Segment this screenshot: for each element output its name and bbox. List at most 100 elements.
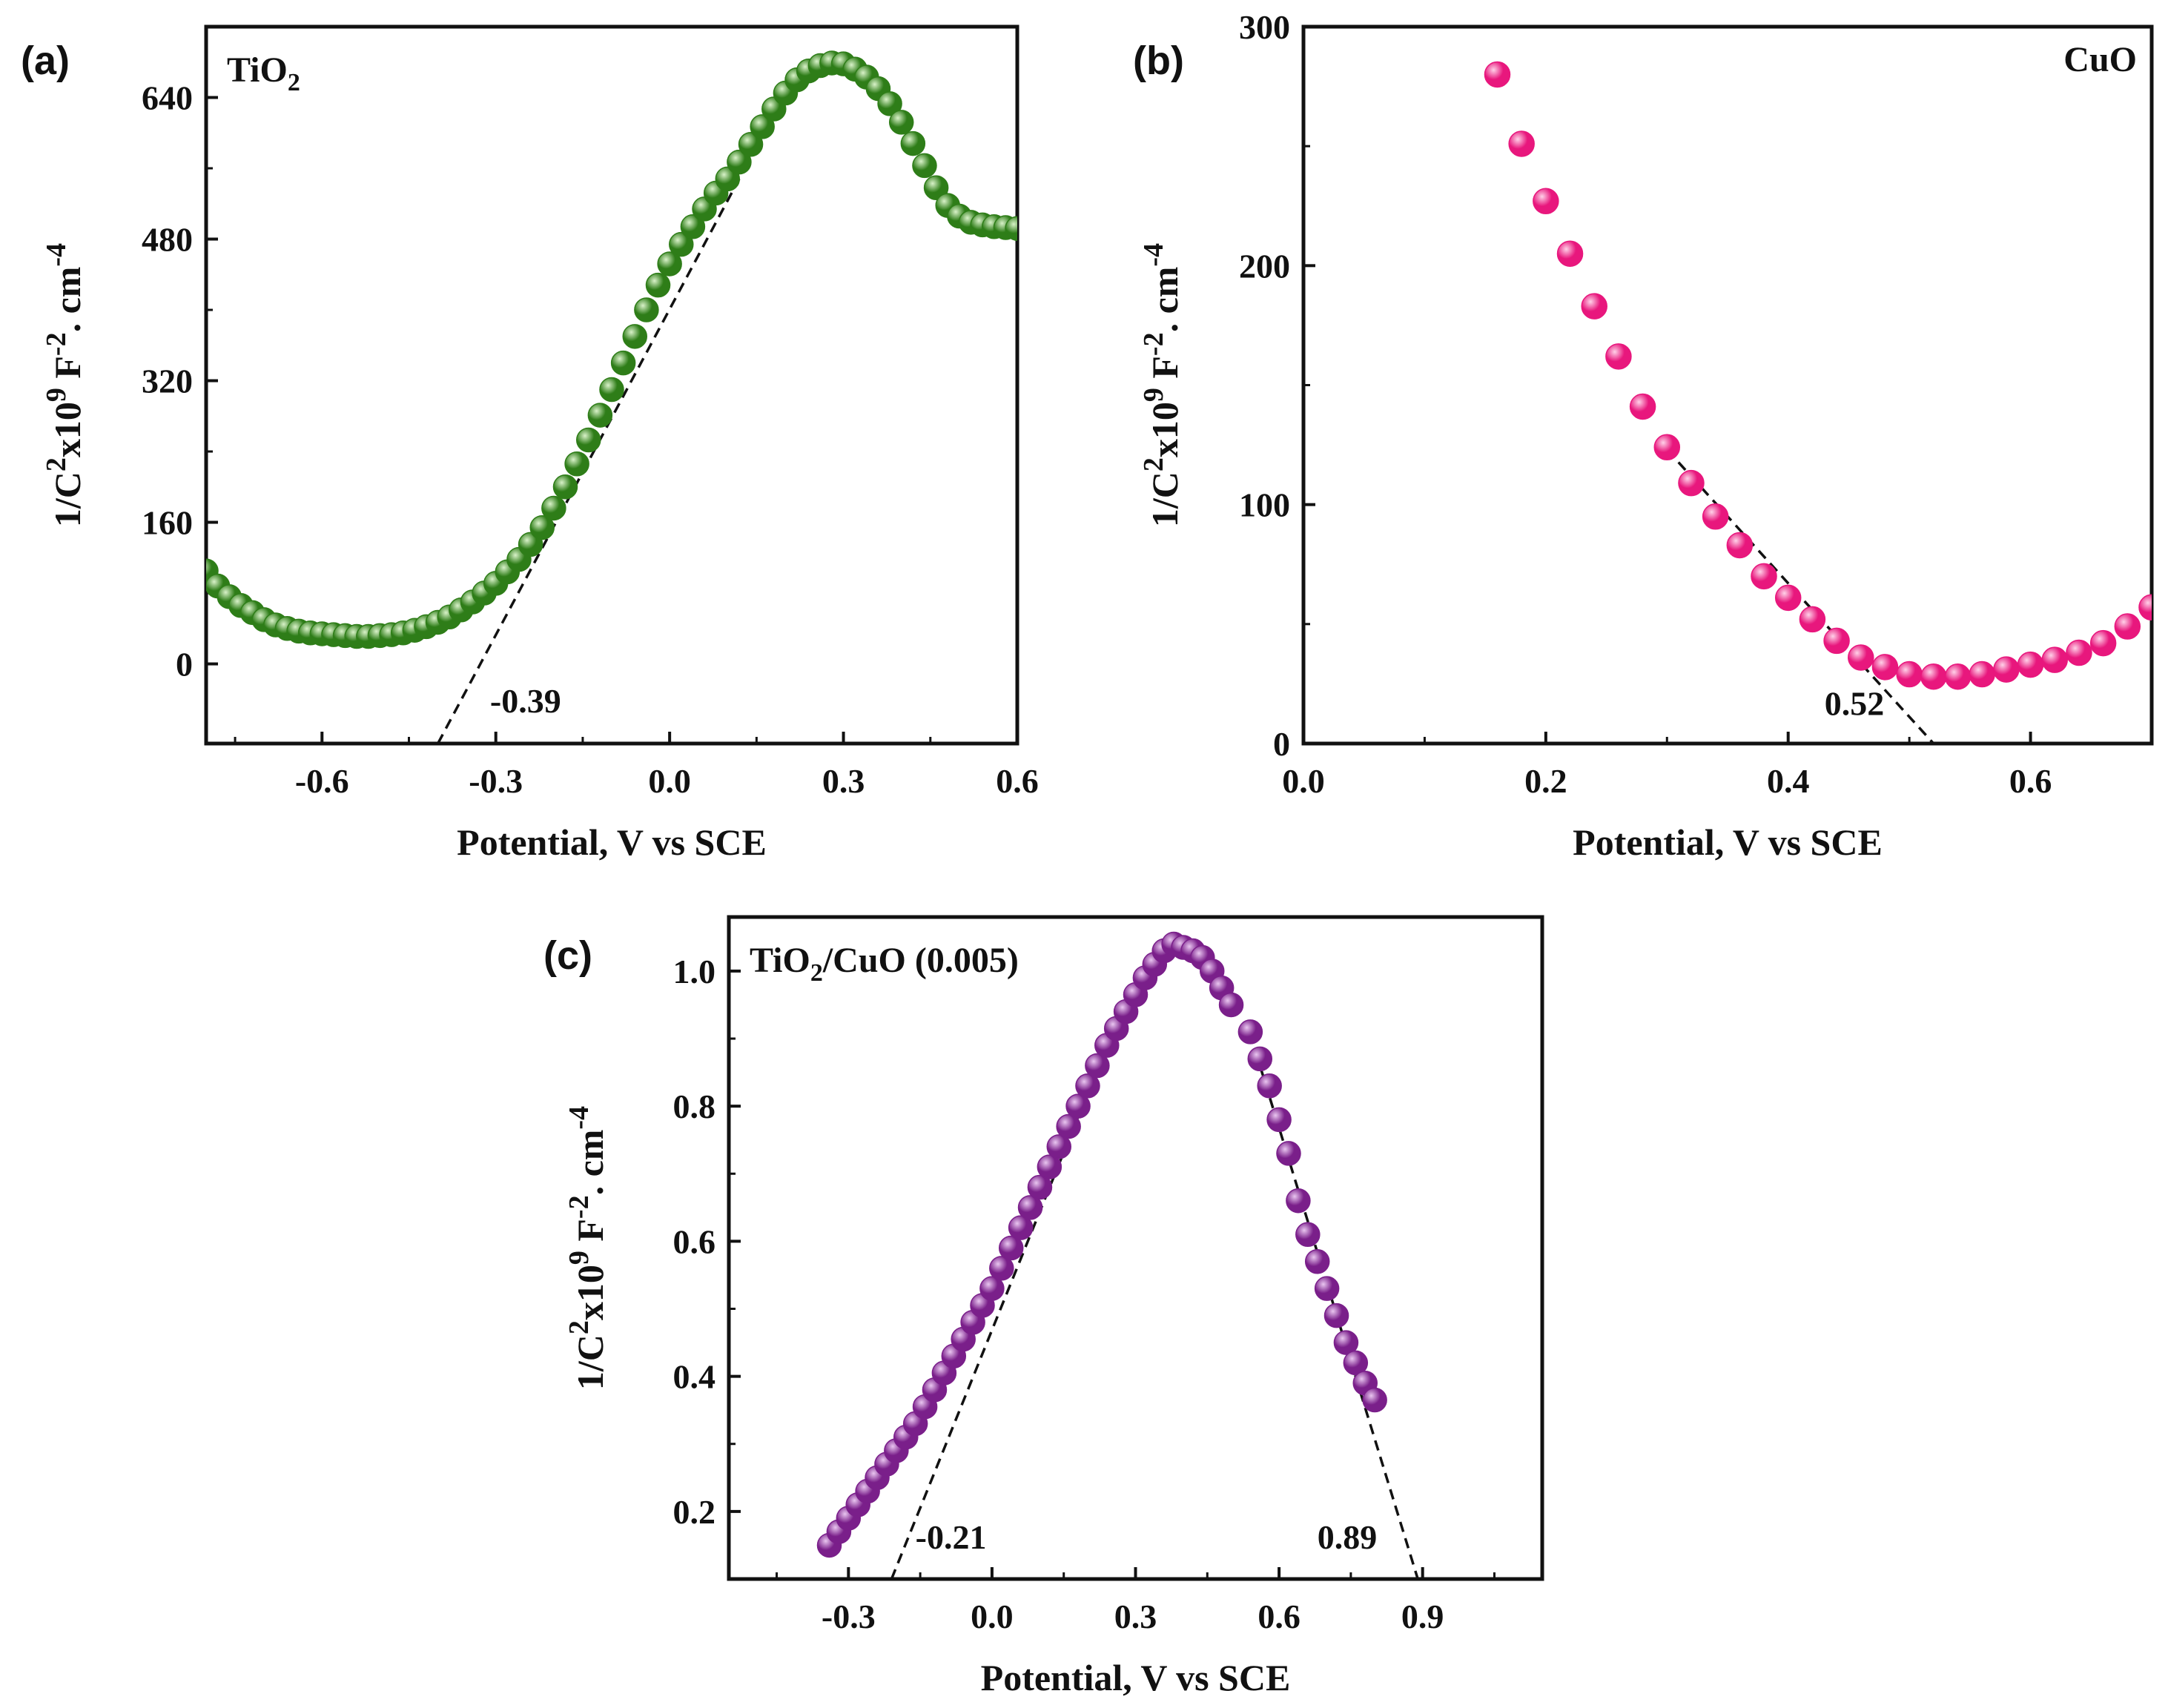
y-label-superscript: 2 (564, 1320, 595, 1334)
y-label-superscript: -2 (41, 332, 72, 356)
y-tick-label: 480 (142, 221, 193, 259)
intercept-label: -0.21 (916, 1518, 987, 1556)
data-point (998, 1235, 1024, 1261)
data-point (1304, 1248, 1330, 1274)
data-point (1237, 1019, 1263, 1045)
sample-label-text: CuO (2063, 40, 2137, 79)
y-label-superscript: 2 (1138, 457, 1169, 471)
data-point (1653, 434, 1681, 461)
data-point (989, 1256, 1014, 1281)
y-label-superscript: 9 (41, 388, 72, 402)
data-point (1702, 503, 1729, 530)
sample-label: CuO (2063, 40, 2137, 79)
data-point (1896, 661, 1923, 688)
panel-0: -0.6 -0.3 0.0 0.3 0.6 0 160 320 480 640 Potential,… (21, 24, 1039, 863)
data-point (1726, 532, 1754, 559)
panel-2: -0.3 0.0 0.3 0.6 0.9 0.2 0.4 0.6 0.8 1.0 Potential… (543, 915, 1544, 1698)
data-point (1751, 563, 1777, 590)
fit-line (437, 178, 741, 744)
y-label-text: . cm (47, 267, 88, 333)
y-label-superscript: -2 (1138, 332, 1169, 356)
y-axis-label: 1/C2x109 F-2. cm-4 (1138, 243, 1186, 527)
y-tick-label: 0.2 (673, 1493, 716, 1531)
y-label-superscript: -4 (1138, 243, 1169, 267)
data-point (912, 153, 937, 179)
data-point (1037, 1154, 1062, 1179)
x-tick-label: 0.6 (996, 762, 1039, 800)
panel-label: (b) (1133, 39, 1184, 83)
y-label-superscript: -4 (564, 1106, 595, 1130)
data-point (1969, 661, 1995, 688)
y-label-text: . cm (1144, 267, 1186, 333)
data-point (1333, 1330, 1359, 1355)
y-label-text: F (569, 1219, 611, 1251)
y-label-text: x10 (569, 1265, 611, 1320)
x-tick-label: -0.3 (469, 762, 523, 800)
data-point (2138, 594, 2152, 621)
fit-line (890, 997, 1128, 1579)
y-label-text: 1/C (1144, 471, 1186, 527)
y-tick-label: 160 (142, 504, 193, 542)
y-label-text: F (1144, 356, 1186, 388)
data-point (1556, 240, 1584, 267)
data-point (2066, 639, 2092, 666)
data-point (2089, 629, 2117, 657)
plot-frame (204, 24, 1019, 746)
y-label-text: 1/C (569, 1334, 611, 1390)
x-tick-label: 0.2 (1524, 762, 1567, 800)
data-point (900, 130, 926, 156)
data-point (2041, 646, 2069, 673)
panel-label: (c) (543, 933, 592, 978)
data-point (1085, 1053, 1110, 1079)
sample-label-text: TiO (750, 941, 810, 980)
fit-line (1665, 448, 1935, 744)
data-point (1605, 343, 1632, 370)
x-tick-label: 0.0 (1282, 762, 1325, 800)
data-point (1295, 1222, 1321, 1248)
data-point (529, 514, 555, 540)
data-point (1247, 1046, 1273, 1072)
data-point (1286, 1188, 1311, 1214)
data-point (610, 350, 636, 376)
data-series (816, 931, 1387, 1558)
data-point (738, 132, 764, 157)
data-point (1823, 627, 1850, 655)
y-tick-label: 0.8 (673, 1088, 716, 1125)
y-tick-label: 300 (1239, 8, 1290, 46)
y-label-superscript: -4 (41, 243, 72, 267)
sample-label-text: /CuO (0.005) (822, 941, 1019, 980)
sample-label-subscript: 2 (810, 959, 823, 987)
x-tick-label: 0.6 (1257, 1598, 1301, 1635)
y-axis-label: 1/C2x109 F-2. cm-4 (564, 1106, 611, 1390)
y-tick-label: 0 (1273, 725, 1290, 763)
data-point (680, 214, 706, 239)
y-label-superscript: 9 (1138, 388, 1169, 402)
data-point (564, 451, 589, 477)
data-point (1581, 293, 1607, 320)
sample-label-subscript: 2 (288, 69, 300, 96)
x-axis-label: Potential, V vs SCE (1573, 821, 1883, 863)
data-point (645, 272, 671, 298)
x-tick-label: 0.3 (822, 762, 865, 800)
data-point (1276, 1141, 1301, 1166)
data-point (1056, 1113, 1081, 1139)
data-point (1218, 992, 1244, 1018)
data-point (1046, 1134, 1072, 1159)
data-point (923, 175, 949, 201)
data-point (1257, 1073, 1282, 1099)
data-point (599, 377, 624, 403)
y-tick-label: 0.4 (673, 1358, 716, 1396)
y-label-text: F (47, 356, 88, 388)
data-point (1065, 1093, 1091, 1119)
data-point (750, 114, 775, 139)
x-tick-label: 0.9 (1401, 1598, 1444, 1635)
data-point (622, 324, 648, 349)
data-point (1993, 656, 2020, 683)
data-point (1678, 469, 1705, 497)
panel-1: 0.0 0.2 0.4 0.6 0 100 200 300 Potential, V vs SC… (1133, 8, 2154, 863)
x-tick-label: -0.6 (295, 762, 349, 800)
x-axis-label: Potential, V vs SCE (981, 1657, 1291, 1698)
y-label-superscript: 2 (41, 457, 72, 471)
data-point (1799, 606, 1826, 633)
